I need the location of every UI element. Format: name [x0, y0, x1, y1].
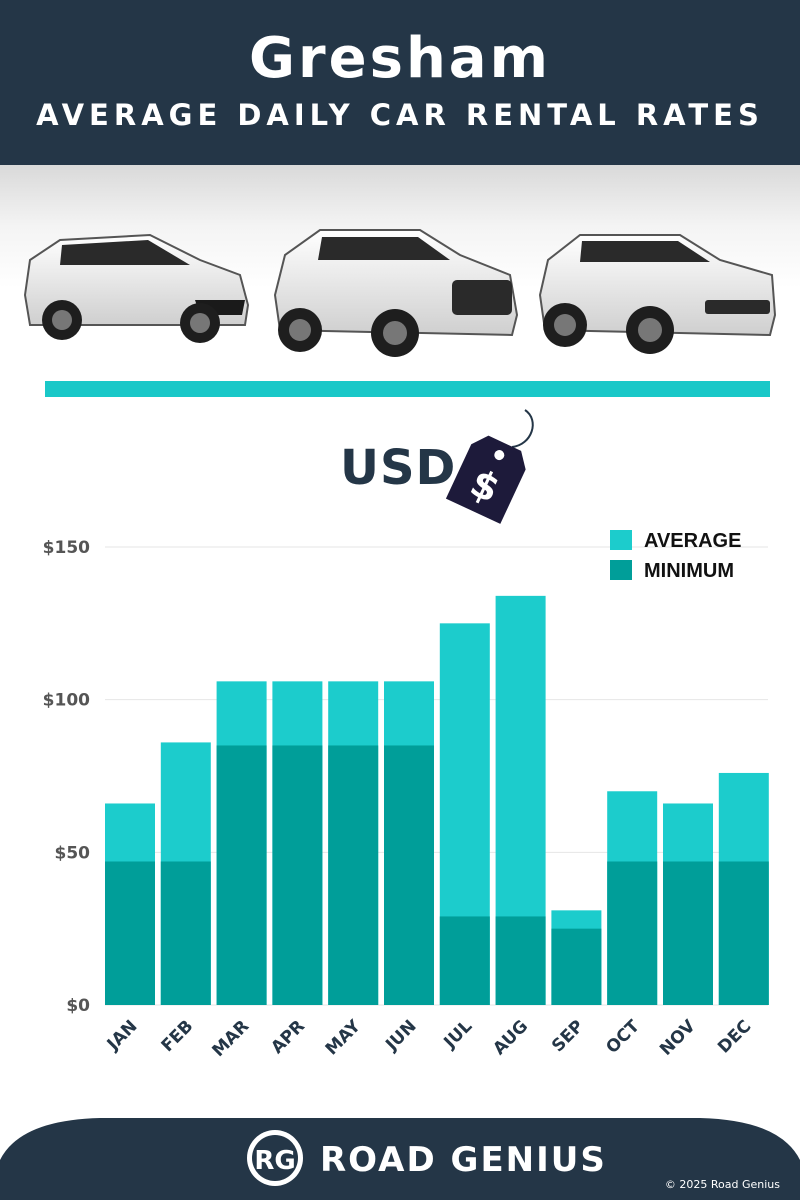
legend-label: MINIMUM: [644, 560, 734, 582]
divider-bar: [45, 381, 770, 397]
x-tick-label: JAN: [103, 1016, 142, 1055]
footer-banner: RG: [0, 1118, 800, 1200]
currency-label: USD: [340, 440, 457, 496]
bar-minimum: [384, 745, 434, 1005]
chart-legend: AVERAGE MINIMUM: [610, 530, 741, 582]
luxury-suv-image: [538, 234, 777, 354]
x-tick-label: FEB: [158, 1016, 198, 1056]
x-tick-label: AUG: [489, 1016, 532, 1059]
header-banner: Gresham AVERAGE DAILY CAR RENTAL RATES: [0, 0, 800, 165]
rental-rates-chart: $150 $100 $50 $0 JAN FEB MAR APR MAY JUN JUL AUG SE…: [43, 530, 769, 1061]
logo-initials: RG: [254, 1146, 295, 1176]
x-axis: JAN FEB MAR APR MAY JUN JUL AUG SEP OCT NOV DEC: [103, 1016, 755, 1061]
x-tick-label: OCT: [602, 1016, 644, 1058]
x-tick-label: JUL: [440, 1016, 477, 1053]
page-title: Gresham: [249, 26, 551, 91]
legend-swatch: [610, 530, 632, 550]
bar-minimum: [105, 861, 155, 1005]
bar-minimum: [272, 745, 323, 1005]
chart-gridlines: [105, 546, 768, 1006]
x-tick-label: NOV: [656, 1016, 700, 1060]
x-tick-label: MAY: [322, 1016, 365, 1059]
bar-minimum: [663, 861, 713, 1005]
legend-swatch: [610, 560, 632, 580]
suv-car-image: [273, 229, 519, 357]
bar-minimum: [607, 861, 658, 1005]
bar-minimum: [216, 745, 267, 1005]
bar-minimum: [718, 861, 769, 1005]
y-tick-label: $50: [55, 843, 91, 863]
bar-minimum: [551, 928, 602, 1005]
x-tick-label: JUN: [381, 1016, 420, 1055]
y-tick-label: $100: [43, 691, 90, 711]
legend-label: AVERAGE: [644, 530, 741, 552]
bar-minimum: [439, 916, 490, 1005]
hatchback-car-image: [23, 233, 250, 343]
copyright-text: © 2025 Road Genius: [664, 1178, 780, 1191]
page-subtitle: AVERAGE DAILY CAR RENTAL RATES: [36, 98, 764, 132]
y-tick-label: $150: [43, 538, 90, 558]
x-tick-label: DEC: [714, 1016, 755, 1057]
x-tick-label: APR: [267, 1016, 309, 1058]
price-tag-icon: $: [445, 409, 534, 524]
chart-bars: [105, 595, 769, 1005]
bar-minimum: [495, 916, 546, 1005]
y-axis: $150 $100 $50 $0: [43, 538, 90, 1016]
x-tick-label: SEP: [548, 1016, 588, 1056]
cars-illustration: [23, 229, 777, 357]
car-images: [0, 165, 800, 370]
bar-minimum: [328, 745, 379, 1005]
bar-minimum: [160, 861, 211, 1005]
x-tick-label: MAR: [208, 1016, 253, 1061]
y-tick-label: $0: [66, 996, 90, 1016]
brand-name: ROAD GENIUS: [320, 1140, 607, 1180]
